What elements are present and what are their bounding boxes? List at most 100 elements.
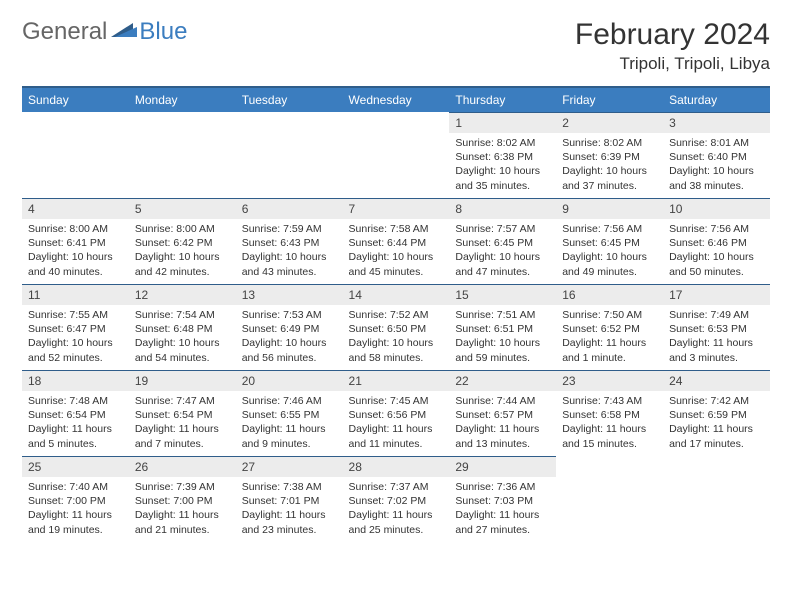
- sunset-line: Sunset: 6:38 PM: [455, 150, 550, 164]
- day-details: Sunrise: 7:47 AMSunset: 6:54 PMDaylight:…: [129, 391, 236, 455]
- day-details: Sunrise: 7:56 AMSunset: 6:45 PMDaylight:…: [556, 219, 663, 283]
- sunrise-line: Sunrise: 7:45 AM: [349, 394, 444, 408]
- sunrise-line: Sunrise: 7:53 AM: [242, 308, 337, 322]
- daylight-line: Daylight: 10 hours and 40 minutes.: [28, 250, 123, 278]
- sunset-line: Sunset: 6:56 PM: [349, 408, 444, 422]
- day-number: 29: [449, 456, 556, 477]
- day-cell: 19Sunrise: 7:47 AMSunset: 6:54 PMDayligh…: [129, 370, 236, 456]
- day-details: Sunrise: 7:50 AMSunset: 6:52 PMDaylight:…: [556, 305, 663, 369]
- daylight-line: Daylight: 11 hours and 19 minutes.: [28, 508, 123, 536]
- day-cell: ..: [556, 456, 663, 542]
- sunset-line: Sunset: 6:48 PM: [135, 322, 230, 336]
- day-number: 3: [663, 112, 770, 133]
- daylight-line: Daylight: 11 hours and 7 minutes.: [135, 422, 230, 450]
- title-block: February 2024 Tripoli, Tripoli, Libya: [575, 18, 770, 74]
- sunset-line: Sunset: 7:00 PM: [28, 494, 123, 508]
- day-details: Sunrise: 7:59 AMSunset: 6:43 PMDaylight:…: [236, 219, 343, 283]
- day-number: 19: [129, 370, 236, 391]
- sunset-line: Sunset: 6:43 PM: [242, 236, 337, 250]
- day-cell: 15Sunrise: 7:51 AMSunset: 6:51 PMDayligh…: [449, 284, 556, 370]
- sunset-line: Sunset: 6:52 PM: [562, 322, 657, 336]
- daylight-line: Daylight: 11 hours and 9 minutes.: [242, 422, 337, 450]
- sunrise-line: Sunrise: 8:01 AM: [669, 136, 764, 150]
- sunrise-line: Sunrise: 8:02 AM: [562, 136, 657, 150]
- daylight-line: Daylight: 11 hours and 15 minutes.: [562, 422, 657, 450]
- day-cell: 3Sunrise: 8:01 AMSunset: 6:40 PMDaylight…: [663, 112, 770, 198]
- header: General Blue February 2024 Tripoli, Trip…: [22, 18, 770, 74]
- sunrise-line: Sunrise: 7:50 AM: [562, 308, 657, 322]
- day-number: 10: [663, 198, 770, 219]
- day-number: 25: [22, 456, 129, 477]
- day-details: Sunrise: 7:51 AMSunset: 6:51 PMDaylight:…: [449, 305, 556, 369]
- sunrise-line: Sunrise: 7:38 AM: [242, 480, 337, 494]
- day-details: Sunrise: 7:56 AMSunset: 6:46 PMDaylight:…: [663, 219, 770, 283]
- day-number: 22: [449, 370, 556, 391]
- day-details: Sunrise: 7:43 AMSunset: 6:58 PMDaylight:…: [556, 391, 663, 455]
- day-cell: 10Sunrise: 7:56 AMSunset: 6:46 PMDayligh…: [663, 198, 770, 284]
- day-details: Sunrise: 8:01 AMSunset: 6:40 PMDaylight:…: [663, 133, 770, 197]
- sunset-line: Sunset: 7:02 PM: [349, 494, 444, 508]
- day-number: 16: [556, 284, 663, 305]
- day-cell: 4Sunrise: 8:00 AMSunset: 6:41 PMDaylight…: [22, 198, 129, 284]
- week-row: 25Sunrise: 7:40 AMSunset: 7:00 PMDayligh…: [22, 456, 770, 542]
- location-text: Tripoli, Tripoli, Libya: [575, 54, 770, 74]
- day-cell: 12Sunrise: 7:54 AMSunset: 6:48 PMDayligh…: [129, 284, 236, 370]
- daylight-line: Daylight: 11 hours and 25 minutes.: [349, 508, 444, 536]
- daylight-line: Daylight: 10 hours and 42 minutes.: [135, 250, 230, 278]
- daylight-line: Daylight: 10 hours and 54 minutes.: [135, 336, 230, 364]
- sunset-line: Sunset: 6:53 PM: [669, 322, 764, 336]
- sunrise-line: Sunrise: 7:42 AM: [669, 394, 764, 408]
- sunset-line: Sunset: 6:49 PM: [242, 322, 337, 336]
- daylight-line: Daylight: 11 hours and 27 minutes.: [455, 508, 550, 536]
- brand-text-1: General: [22, 18, 107, 46]
- day-number: 9: [556, 198, 663, 219]
- daylight-line: Daylight: 10 hours and 56 minutes.: [242, 336, 337, 364]
- sunrise-line: Sunrise: 7:37 AM: [349, 480, 444, 494]
- day-cell: 24Sunrise: 7:42 AMSunset: 6:59 PMDayligh…: [663, 370, 770, 456]
- day-cell: ..: [129, 112, 236, 198]
- day-cell: 21Sunrise: 7:45 AMSunset: 6:56 PMDayligh…: [343, 370, 450, 456]
- sunset-line: Sunset: 6:45 PM: [562, 236, 657, 250]
- day-cell: 5Sunrise: 8:00 AMSunset: 6:42 PMDaylight…: [129, 198, 236, 284]
- day-details: Sunrise: 7:58 AMSunset: 6:44 PMDaylight:…: [343, 219, 450, 283]
- day-number: 11: [22, 284, 129, 305]
- sunrise-line: Sunrise: 7:56 AM: [562, 222, 657, 236]
- sunset-line: Sunset: 6:39 PM: [562, 150, 657, 164]
- day-number: 4: [22, 198, 129, 219]
- day-details: Sunrise: 7:44 AMSunset: 6:57 PMDaylight:…: [449, 391, 556, 455]
- daylight-line: Daylight: 10 hours and 49 minutes.: [562, 250, 657, 278]
- sunrise-line: Sunrise: 7:49 AM: [669, 308, 764, 322]
- day-details: Sunrise: 7:57 AMSunset: 6:45 PMDaylight:…: [449, 219, 556, 283]
- calendar-body: ........1Sunrise: 8:02 AMSunset: 6:38 PM…: [22, 112, 770, 542]
- day-number: 18: [22, 370, 129, 391]
- sunrise-line: Sunrise: 7:54 AM: [135, 308, 230, 322]
- day-number: 1: [449, 112, 556, 133]
- day-details: Sunrise: 8:00 AMSunset: 6:42 PMDaylight:…: [129, 219, 236, 283]
- dayname-wednesday: Wednesday: [343, 87, 450, 112]
- sunrise-line: Sunrise: 7:46 AM: [242, 394, 337, 408]
- sunrise-line: Sunrise: 7:48 AM: [28, 394, 123, 408]
- day-number: 7: [343, 198, 450, 219]
- daylight-line: Daylight: 11 hours and 5 minutes.: [28, 422, 123, 450]
- daylight-line: Daylight: 11 hours and 23 minutes.: [242, 508, 337, 536]
- sunset-line: Sunset: 6:50 PM: [349, 322, 444, 336]
- daylight-line: Daylight: 11 hours and 21 minutes.: [135, 508, 230, 536]
- day-cell: 28Sunrise: 7:37 AMSunset: 7:02 PMDayligh…: [343, 456, 450, 542]
- daylight-line: Daylight: 10 hours and 50 minutes.: [669, 250, 764, 278]
- dayname-tuesday: Tuesday: [236, 87, 343, 112]
- daylight-line: Daylight: 10 hours and 45 minutes.: [349, 250, 444, 278]
- day-cell: 9Sunrise: 7:56 AMSunset: 6:45 PMDaylight…: [556, 198, 663, 284]
- day-cell: 1Sunrise: 8:02 AMSunset: 6:38 PMDaylight…: [449, 112, 556, 198]
- day-number: 20: [236, 370, 343, 391]
- sunset-line: Sunset: 6:41 PM: [28, 236, 123, 250]
- sunset-line: Sunset: 6:57 PM: [455, 408, 550, 422]
- dayname-saturday: Saturday: [663, 87, 770, 112]
- dayname-thursday: Thursday: [449, 87, 556, 112]
- dayname-friday: Friday: [556, 87, 663, 112]
- day-cell: 25Sunrise: 7:40 AMSunset: 7:00 PMDayligh…: [22, 456, 129, 542]
- sunrise-line: Sunrise: 7:57 AM: [455, 222, 550, 236]
- day-details: Sunrise: 7:48 AMSunset: 6:54 PMDaylight:…: [22, 391, 129, 455]
- day-details: Sunrise: 7:37 AMSunset: 7:02 PMDaylight:…: [343, 477, 450, 541]
- day-details: Sunrise: 7:49 AMSunset: 6:53 PMDaylight:…: [663, 305, 770, 369]
- sunset-line: Sunset: 6:58 PM: [562, 408, 657, 422]
